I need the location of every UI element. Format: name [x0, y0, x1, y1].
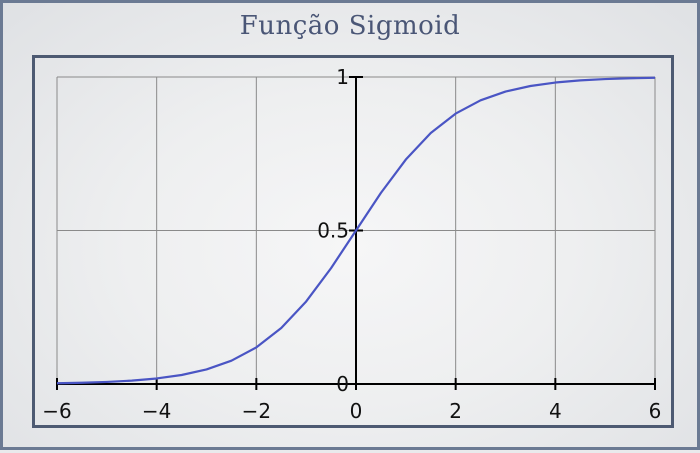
x-tick-label-2: −2 — [242, 399, 271, 423]
chart-title: Função Sigmoid — [239, 11, 461, 41]
x-tick-label-0: −6 — [42, 399, 71, 423]
y-tick-label-2: 1 — [336, 65, 349, 89]
series-line-sigmoid — [56, 76, 656, 385]
y-tick-label-0: 0 — [336, 372, 349, 396]
x-tick-label-6: 6 — [649, 399, 662, 423]
y-tick-label-1: 0.5 — [317, 219, 349, 243]
x-tick-label-1: −4 — [142, 399, 171, 423]
x-tick-label-4: 2 — [449, 399, 462, 423]
x-tick-label-3: 0 — [350, 399, 363, 423]
sigmoid-chart: −6 −4 −2 0 2 4 6 0 0.5 1 — [42, 65, 662, 423]
plot-border — [32, 55, 674, 428]
x-tick-label-5: 4 — [549, 399, 562, 423]
